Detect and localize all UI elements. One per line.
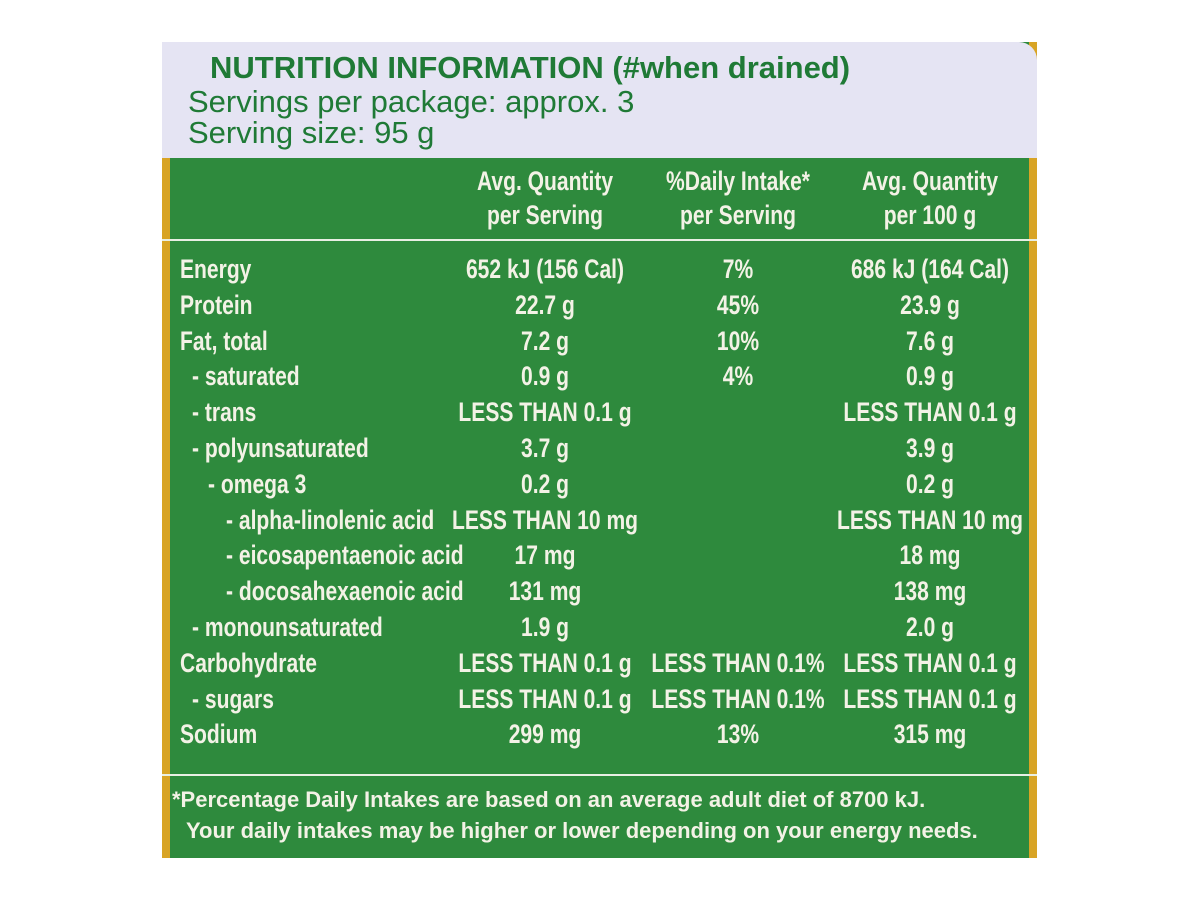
separator [162,774,1037,776]
cell-value: 3.9 g [906,433,954,463]
cell-value: 138 mg [893,576,967,607]
cell-value: 22.7 g [515,289,575,320]
cell-value: 18 mg [899,540,961,571]
row-label: - saturated [192,361,300,392]
cell-value: LESS THAN 0.1 g [458,397,632,428]
column-header: Avg. Quantity [861,166,999,196]
cell-value: 652 kJ (156 Cal) [465,254,625,284]
row-label: Fat, total [180,325,268,356]
row-label: Carbohydrate [180,647,317,678]
column-header: Avg. Quantity [476,166,614,196]
footnote: Your daily intakes may be higher or lowe… [186,818,978,843]
cell-value: LESS THAN 0.1 g [843,683,1017,714]
label-panel [162,42,1037,858]
row-label: - omega 3 [208,468,307,499]
cell-value: LESS THAN 0.1 g [458,683,632,714]
cell-value: 7.2 g [521,325,569,356]
cell-value: 10% [716,325,760,356]
row-label: - docosahexaenoic acid [226,576,464,607]
cell-value: 7% [722,254,754,284]
row-label: Sodium [180,719,258,750]
header-panel [162,42,1037,158]
cell-value: LESS THAN 0.1% [651,683,825,714]
column-header: per Serving [487,200,603,230]
row-label: - sugars [192,683,274,714]
separator [162,239,1037,241]
cell-value: 4% [722,361,754,392]
row-label: - alpha-linolenic acid [226,504,435,535]
cell-value: 686 kJ (164 Cal) [850,254,1010,284]
column-header: per Serving [680,200,796,230]
footnote: *Percentage Daily Intakes are based on a… [172,787,926,812]
cell-value: 131 mg [508,576,582,607]
cell-value: 315 mg [893,719,967,750]
row-label: - eicosapentaenoic acid [226,540,464,571]
cell-value: 17 mg [514,540,576,571]
cell-value: 13% [716,719,760,750]
cell-value: LESS THAN 10 mg [451,504,639,535]
cell-value: LESS THAN 0.1 g [458,647,632,678]
cell-value: 3.7 g [521,433,569,463]
cell-value: LESS THAN 0.1 g [843,647,1017,678]
column-header: per 100 g [883,200,977,230]
cell-value: LESS THAN 0.1% [651,647,825,678]
edge [162,42,170,858]
cell-value: 7.6 g [906,325,954,356]
column-header: %Daily Intake* [666,166,810,196]
row-label: Energy [180,254,252,284]
cell-value: LESS THAN 10 mg [836,504,1024,535]
cell-value: 0.2 g [521,468,569,499]
cell-value: 0.2 g [906,468,954,499]
row-label: Protein [180,289,253,320]
cell-value: 1.9 g [521,612,569,642]
row-label: - trans [192,397,257,428]
cell-value: 0.9 g [906,361,954,392]
edge [1029,42,1037,858]
cell-value: 45% [716,289,760,320]
cell-value: 2.0 g [906,612,954,642]
servings: Servings per package: approx. 3 [188,84,635,119]
serving-size: Serving size: 95 g [188,115,435,150]
cell-value: 299 mg [508,719,582,750]
cell-value: 23.9 g [900,289,960,320]
cell-value: 0.9 g [521,361,569,392]
cell-value: LESS THAN 0.1 g [843,397,1017,428]
title: NUTRITION INFORMATION (#when drained) [210,50,851,85]
row-label: - polyunsaturated [192,433,369,463]
row-label: - monounsaturated [192,612,383,642]
